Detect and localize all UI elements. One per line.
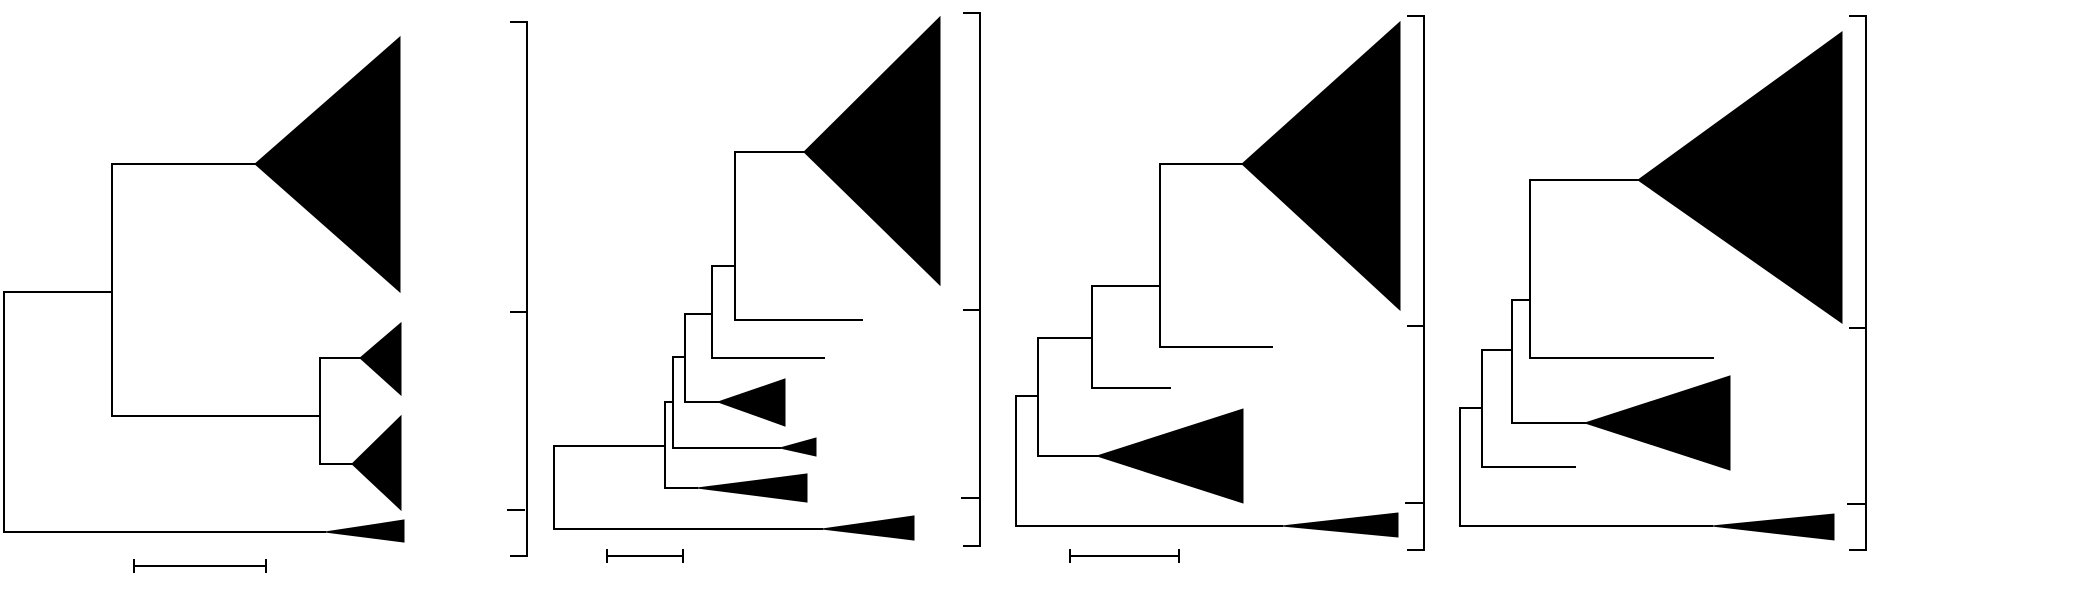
tree-2-collapsed-clade	[716, 378, 786, 427]
tree-panel-2	[507, 15, 941, 563]
tree-2-collapsed-clade	[803, 15, 941, 287]
tree-2-clade-bracket	[507, 21, 528, 557]
tree-1-collapsed-clade	[254, 35, 401, 294]
tree-3-collapsed-clade	[1241, 20, 1401, 312]
tree-2-branches	[553, 151, 863, 530]
tree-4-clade-bracket-left	[1405, 15, 1425, 551]
tree-4-branches	[1459, 179, 1714, 527]
tree-panel-1	[3, 35, 405, 573]
tree-1-branches	[3, 163, 361, 533]
tree-2-collapsed-clade	[696, 473, 808, 503]
tree-2-scale-bar	[606, 549, 684, 563]
tree-4-clade-bracket-right	[1847, 15, 1867, 551]
tree-1-collapsed-clade	[324, 519, 405, 543]
tree-1-scale-bar	[133, 559, 267, 573]
tree-2-collapsed-clade	[779, 437, 817, 457]
tree-1-collapsed-clade	[359, 321, 402, 397]
tree-1-collapsed-clade	[351, 414, 402, 512]
tree-3-scale-bar	[1069, 549, 1180, 563]
tree-2-collapsed-clade	[821, 515, 915, 541]
tree-panel-3	[961, 12, 1401, 563]
tree-4-collapsed-clade	[1637, 31, 1843, 324]
tree-3-collapsed-clade	[1281, 512, 1399, 538]
tree-3-clade-bracket	[961, 12, 981, 547]
tree-4-collapsed-clade	[1583, 375, 1731, 471]
tree-panel-4	[1405, 15, 1867, 551]
tree-3-collapsed-clade	[1095, 408, 1244, 504]
tree-3-branches	[1015, 163, 1283, 527]
tree-4-collapsed-clade	[1711, 513, 1835, 541]
